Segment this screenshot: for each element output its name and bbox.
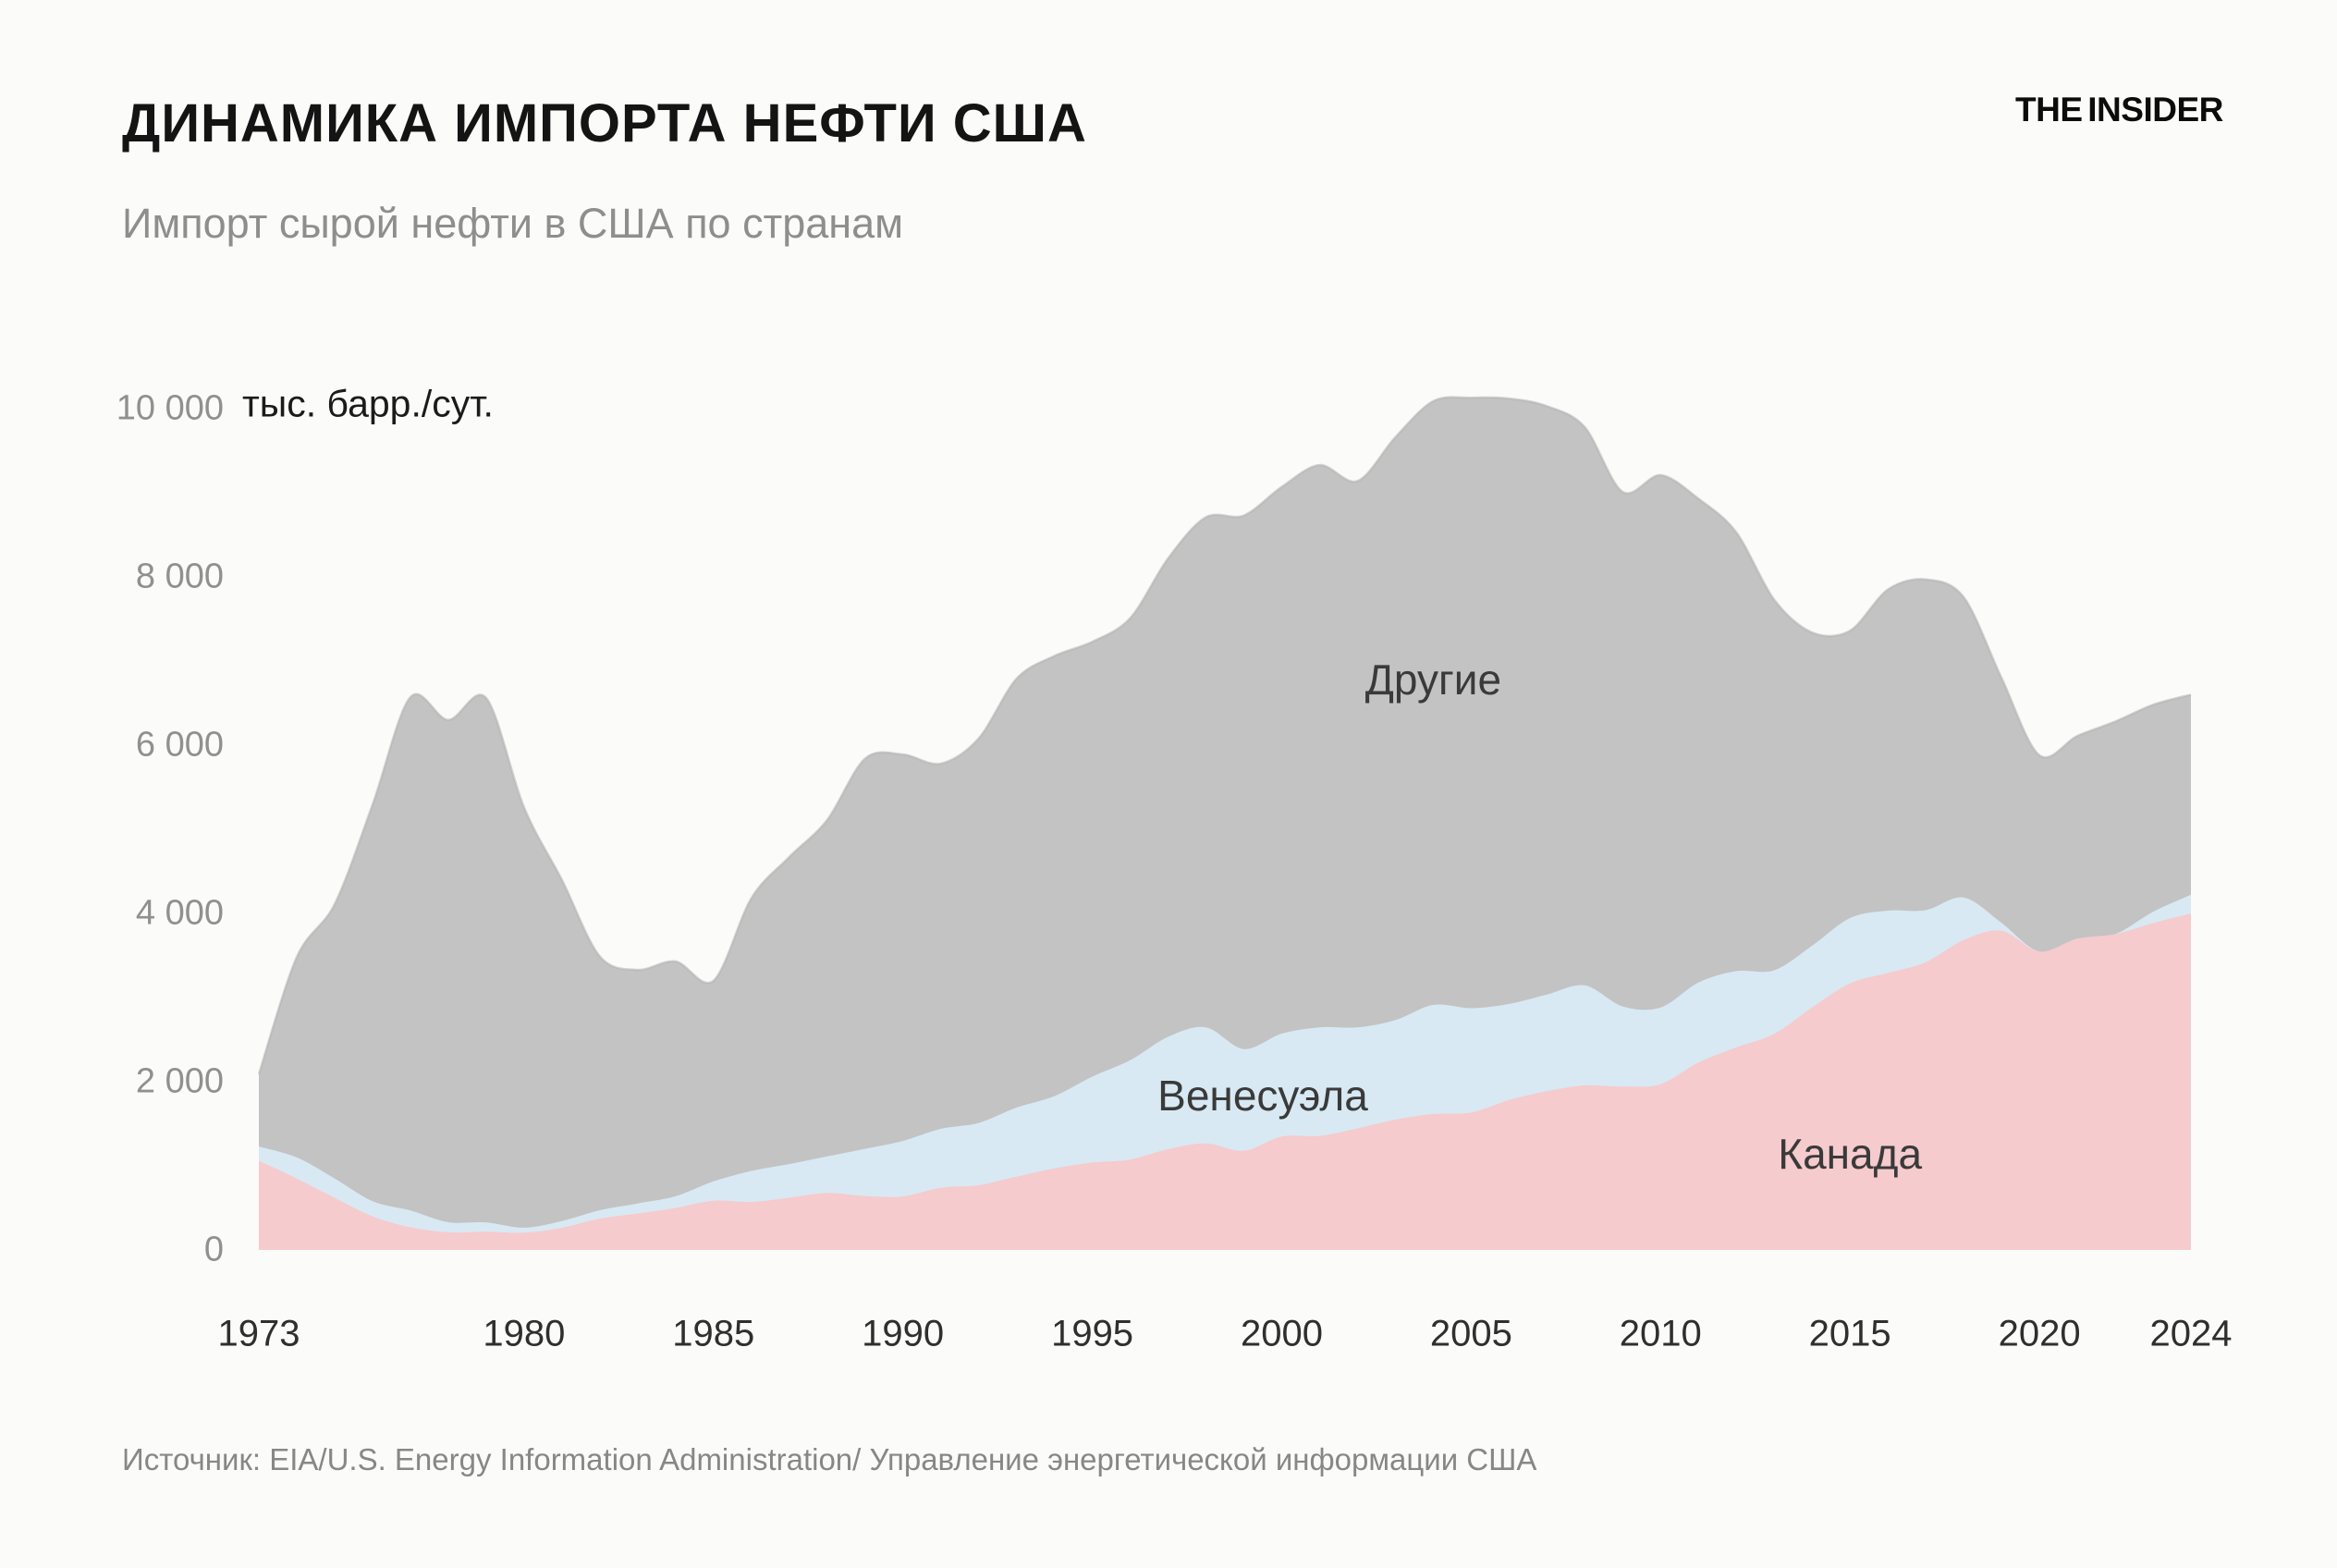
y-axis-tick-label: 4 000: [135, 893, 224, 933]
y-axis-tick-label: 2 000: [135, 1061, 224, 1101]
x-axis-tick-label: 1995: [1051, 1313, 1134, 1354]
x-axis-tick-label: 1973: [217, 1313, 300, 1354]
source-note: Источник: EIA/U.S. Energy Information Ad…: [122, 1442, 1537, 1476]
y-axis-unit-label: тыс. барр./сут.: [242, 382, 494, 425]
x-axis-tick-label: 2024: [2149, 1313, 2233, 1354]
y-axis-tick-label: 0: [203, 1230, 224, 1269]
page-subtitle: Импорт сырой нефти в США по странам: [122, 200, 904, 247]
total-top-edge-line: [257, 396, 2192, 1075]
y-axis-tick-label: 8 000: [135, 557, 224, 596]
area-label-venezuela: Венесуэла: [1157, 1072, 1368, 1120]
x-axis-tick-label: 2020: [1998, 1313, 2081, 1354]
area-label-others: Другие: [1364, 655, 1502, 704]
x-axis-tick-label: 1980: [483, 1313, 566, 1354]
x-axis-tick-label: 1990: [862, 1313, 945, 1354]
area-canada: [259, 913, 2191, 1250]
brand-logo: THE INSIDER: [2015, 91, 2223, 129]
y-axis-tick-label: 6 000: [135, 725, 224, 765]
x-axis-tick-label: 2010: [1619, 1313, 1702, 1354]
x-axis-tick-label: 2015: [1808, 1313, 1891, 1354]
x-axis-tick-label: 2005: [1429, 1313, 1512, 1354]
x-axis-tick-label: 1985: [672, 1313, 755, 1354]
page-title: ДИНАМИКА ИМПОРТА НЕФТИ США: [122, 93, 1087, 153]
y-axis-tick-label: 10 000: [116, 388, 224, 428]
x-axis-tick-label: 2000: [1240, 1313, 1323, 1354]
area-label-canada: Канада: [1778, 1130, 1923, 1179]
